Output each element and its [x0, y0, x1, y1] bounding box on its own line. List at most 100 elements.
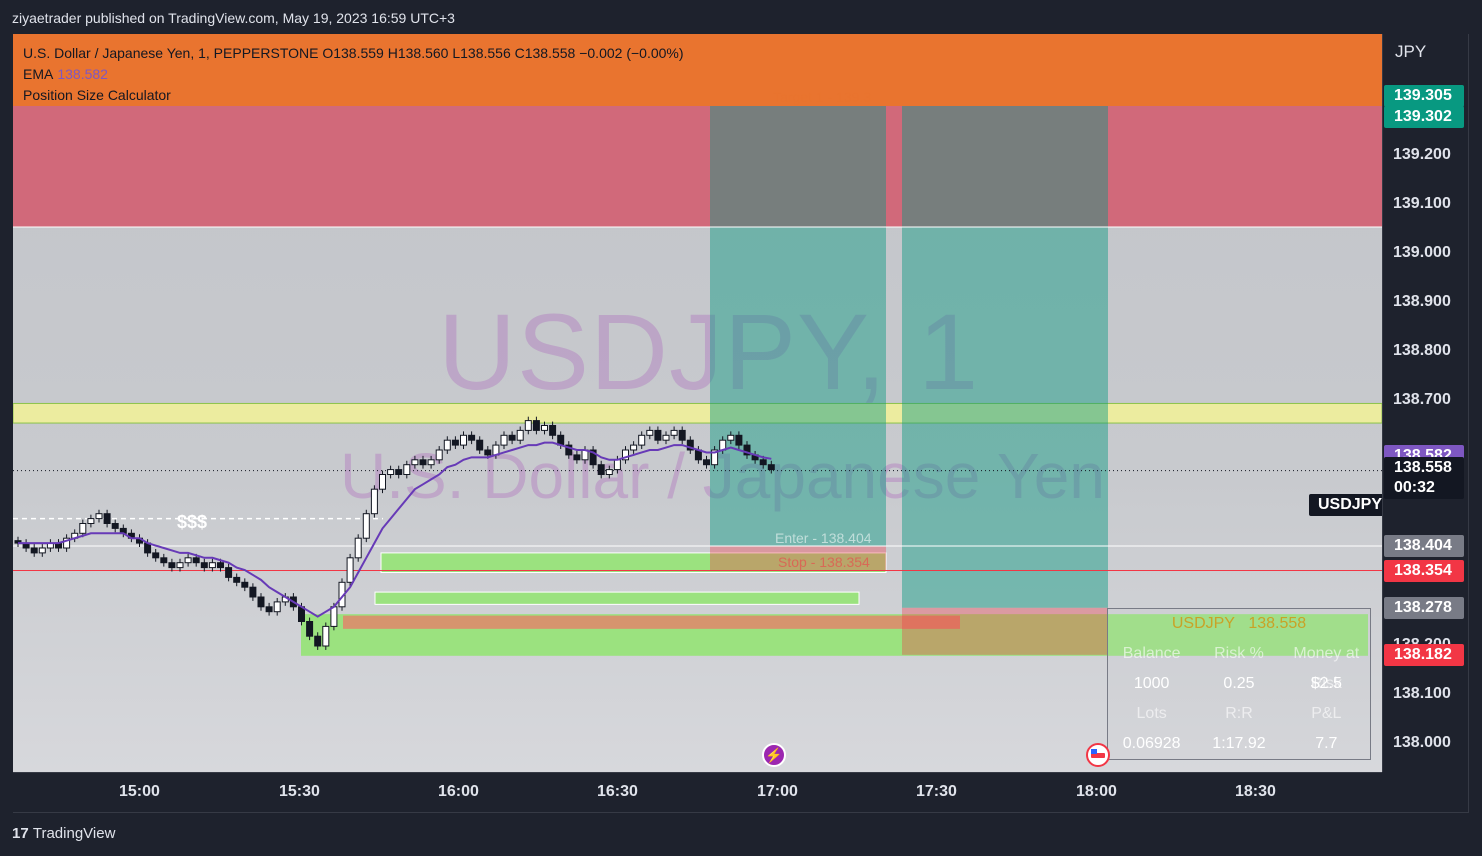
candle-down — [306, 621, 314, 637]
candle-up — [670, 429, 678, 436]
price-tick: 139.100 — [1393, 195, 1451, 212]
candle-down — [160, 557, 168, 564]
calc-value: 0.25 — [1223, 675, 1255, 692]
candle-up — [79, 523, 87, 534]
candle-up — [370, 488, 378, 515]
candle-up — [541, 425, 548, 431]
candle-down — [508, 434, 516, 441]
candle-up — [63, 537, 71, 549]
price-label: 138.182 — [1384, 643, 1464, 666]
candle-up — [322, 625, 330, 647]
candle-down — [484, 449, 492, 456]
calc-value: 1000 — [1133, 675, 1170, 692]
time-tick: 18:30 — [1235, 783, 1276, 800]
calc-header: Risk % — [1214, 645, 1264, 662]
candle-up — [622, 449, 629, 461]
price-chart[interactable] — [13, 34, 1382, 772]
frame-right — [1468, 34, 1469, 812]
calc-header: P&L — [1311, 705, 1342, 722]
candle-down — [451, 439, 459, 446]
candle-down — [532, 420, 540, 431]
tradingview-logo[interactable]: 17 TradingView — [12, 825, 115, 842]
price-tick: 139.000 — [1393, 244, 1451, 261]
candle-down — [476, 439, 484, 451]
price-label: 138.354 — [1384, 559, 1464, 582]
price-tick: 138.000 — [1393, 734, 1451, 751]
candle-down — [249, 586, 257, 598]
time-axis[interactable]: 15:00 15:30 16:00 16:30 17:00 17:30 18:00 18:30 — [13, 772, 1382, 813]
candle-down — [589, 449, 597, 466]
levels-layer — [13, 226, 1382, 572]
symbol-watermark: USDJPY, 1 — [438, 291, 980, 412]
candle-down — [200, 562, 208, 569]
candle-down — [735, 434, 743, 446]
candle-up — [176, 562, 184, 569]
price-label: 139.302 — [1384, 105, 1464, 128]
time-tick: 16:30 — [597, 783, 638, 800]
legend-ema-value: 138.582 — [57, 66, 108, 82]
candle-down — [654, 429, 662, 441]
price-label: 138.278 — [1384, 596, 1464, 619]
calc-title-row: USDJPY 138.558 — [1108, 609, 1370, 639]
candle-down — [703, 459, 710, 466]
long-position-profit — [710, 104, 886, 547]
currency-label[interactable]: JPY — [1395, 42, 1427, 61]
time-tick: 17:00 — [757, 783, 798, 800]
calc-header: Money at Risk — [1293, 645, 1360, 692]
candles-layer — [14, 416, 775, 650]
target-zone — [13, 104, 1382, 228]
price-label: 138.558 — [1384, 457, 1464, 480]
lightning-icon[interactable]: ⚡ — [762, 743, 786, 767]
position-boxes-layer — [710, 104, 1108, 655]
candle-up — [208, 562, 216, 569]
candle-down — [265, 606, 273, 613]
candle-up — [646, 429, 654, 436]
position-size-table: USDJPY 138.558 Balance Risk % Money at R… — [1107, 608, 1371, 760]
us-flag-icon[interactable] — [1086, 743, 1110, 767]
candle-up — [443, 439, 451, 451]
candle-down — [419, 459, 427, 466]
candle-down — [192, 557, 200, 564]
candle-up — [500, 434, 508, 446]
time-tick: 17:30 — [916, 783, 957, 800]
candle-down — [759, 459, 767, 466]
candle-down — [241, 581, 249, 588]
calc-value-row: 1000 0.25 $2.5 — [1108, 669, 1370, 699]
dollar-annotation: $$$ — [177, 512, 208, 532]
candle-up — [411, 459, 419, 466]
candle-up — [379, 474, 386, 490]
candle-up — [403, 464, 411, 476]
calc-header: R:R — [1225, 705, 1253, 722]
candle-down — [573, 454, 581, 461]
candle-up — [638, 434, 646, 446]
ema-layer — [18, 441, 772, 618]
candle-up — [711, 449, 719, 466]
candle-down — [597, 464, 605, 476]
time-tick: 15:00 — [119, 783, 160, 800]
time-tick: 18:00 — [1076, 783, 1117, 800]
candle-down — [686, 439, 694, 451]
candle-down — [152, 552, 160, 559]
price-label: 139.305 — [1384, 85, 1464, 108]
tv-logo-icon: 17 — [12, 825, 29, 842]
stop-label: Stop - 138.354 — [778, 554, 870, 570]
price-axis[interactable]: JPY 139.200 139.100 139.000 138.900 138.800 1… — [1382, 34, 1469, 772]
price-tick: 138.700 — [1393, 391, 1451, 408]
position-loss — [902, 607, 1108, 655]
chart-pane[interactable]: USDJPY, 1 U.S. Dollar / Japanese Yen U.S… — [13, 34, 1382, 772]
candle-down — [549, 425, 557, 436]
calc-value: 1:17.92 — [1212, 735, 1266, 752]
candle-up — [435, 449, 443, 461]
candle-down — [103, 513, 111, 525]
time-tick: 16:00 — [438, 783, 479, 800]
legend-ema: EMA 138.582 — [23, 66, 108, 82]
candle-up — [662, 434, 670, 441]
candle-up — [387, 469, 395, 476]
legend-indicator: Position Size Calculator — [23, 87, 171, 103]
price-tick: 139.200 — [1393, 146, 1451, 163]
candle-down — [217, 562, 224, 569]
calc-title: USDJPY 138.558 — [1108, 609, 1370, 639]
candle-down — [111, 523, 119, 529]
candle-up — [38, 547, 46, 554]
enter-label: Enter - 138.404 — [775, 530, 872, 546]
